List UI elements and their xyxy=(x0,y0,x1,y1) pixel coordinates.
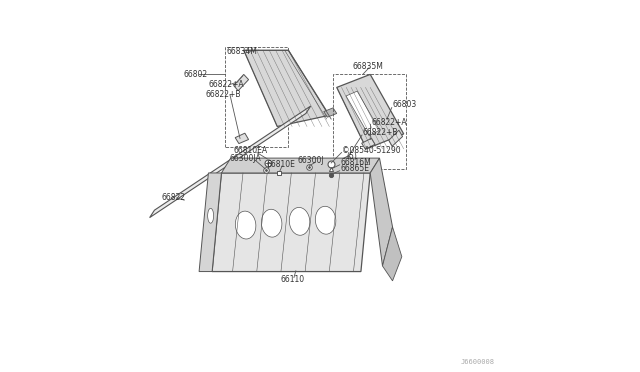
Text: 66822: 66822 xyxy=(162,193,186,202)
Text: 66110: 66110 xyxy=(281,275,305,284)
Text: 66300J: 66300J xyxy=(298,156,324,165)
Ellipse shape xyxy=(289,208,310,235)
Text: 66822+B: 66822+B xyxy=(206,90,241,99)
Ellipse shape xyxy=(236,211,256,239)
Text: 66300JA: 66300JA xyxy=(230,154,262,163)
Text: 66822+A: 66822+A xyxy=(371,118,407,126)
Text: 66822+A: 66822+A xyxy=(209,80,244,89)
Polygon shape xyxy=(383,227,402,281)
Text: ©08540-51290: ©08540-51290 xyxy=(342,146,400,155)
Text: 66810E: 66810E xyxy=(266,160,295,169)
Text: 66834M: 66834M xyxy=(227,47,257,56)
Polygon shape xyxy=(389,130,403,146)
Text: (5): (5) xyxy=(347,153,358,161)
Polygon shape xyxy=(244,50,330,126)
Polygon shape xyxy=(150,106,310,218)
Text: 66835M: 66835M xyxy=(353,62,383,71)
Text: 66865E: 66865E xyxy=(340,164,369,173)
Text: 66802: 66802 xyxy=(183,70,207,79)
Polygon shape xyxy=(212,173,370,272)
Text: 66822+B: 66822+B xyxy=(363,128,398,137)
Polygon shape xyxy=(199,173,221,272)
Polygon shape xyxy=(324,108,337,117)
Polygon shape xyxy=(362,138,375,149)
Polygon shape xyxy=(221,158,380,173)
Ellipse shape xyxy=(316,206,336,234)
Polygon shape xyxy=(370,158,392,266)
Polygon shape xyxy=(235,133,248,144)
Text: J6600008: J6600008 xyxy=(461,359,495,365)
Ellipse shape xyxy=(207,208,214,223)
Text: 66810EA: 66810EA xyxy=(234,146,268,155)
Polygon shape xyxy=(234,74,248,91)
Polygon shape xyxy=(346,91,380,136)
Text: 66803: 66803 xyxy=(392,100,417,109)
Text: 66816M: 66816M xyxy=(340,158,371,167)
Ellipse shape xyxy=(261,209,282,237)
Polygon shape xyxy=(337,74,404,149)
Polygon shape xyxy=(340,155,353,166)
